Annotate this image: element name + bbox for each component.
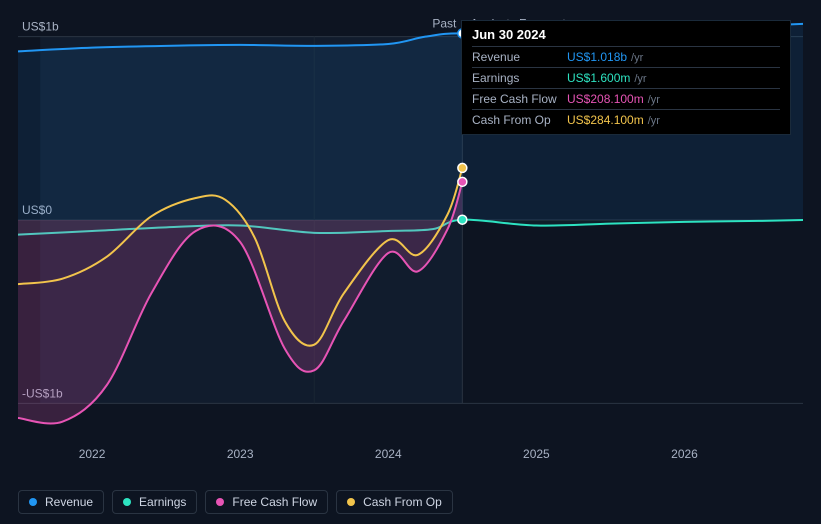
- tooltip-metric-unit: /yr: [631, 52, 643, 64]
- svg-text:US$1b: US$1b: [22, 20, 59, 34]
- legend-label: Revenue: [45, 495, 93, 509]
- legend-item[interactable]: Free Cash Flow: [205, 490, 328, 514]
- legend-dot-icon: [29, 498, 37, 506]
- chart-tooltip: Jun 30 2024 RevenueUS$1.018b/yrEarningsU…: [461, 20, 791, 135]
- tooltip-metric-unit: /yr: [648, 115, 660, 127]
- legend-item[interactable]: Revenue: [18, 490, 104, 514]
- chart-legend: Revenue Earnings Free Cash Flow Cash From O…: [18, 490, 453, 514]
- tooltip-metric-unit: /yr: [648, 94, 660, 106]
- legend-dot-icon: [347, 498, 355, 506]
- tooltip-metric-value: US$208.100m: [567, 92, 644, 106]
- svg-text:2023: 2023: [227, 447, 254, 461]
- tooltip-row: EarningsUS$1.600m/yr: [472, 67, 780, 88]
- tooltip-metric-value: US$1.600m: [567, 71, 630, 85]
- svg-text:2025: 2025: [523, 447, 550, 461]
- svg-text:2024: 2024: [375, 447, 402, 461]
- svg-text:2022: 2022: [79, 447, 106, 461]
- legend-label: Cash From Op: [363, 495, 442, 509]
- legend-dot-icon: [123, 498, 131, 506]
- tooltip-metric-unit: /yr: [634, 73, 646, 85]
- tooltip-metric-label: Earnings: [472, 71, 567, 85]
- svg-text:2026: 2026: [671, 447, 698, 461]
- svg-text:Past: Past: [432, 16, 457, 30]
- tooltip-row: Free Cash FlowUS$208.100m/yr: [472, 88, 780, 109]
- tooltip-row: RevenueUS$1.018b/yr: [472, 46, 780, 67]
- tooltip-row: Cash From OpUS$284.100m/yr: [472, 109, 780, 130]
- tooltip-metric-value: US$284.100m: [567, 113, 644, 127]
- legend-item[interactable]: Cash From Op: [336, 490, 453, 514]
- legend-item[interactable]: Earnings: [112, 490, 197, 514]
- legend-label: Earnings: [139, 495, 186, 509]
- tooltip-metric-label: Revenue: [472, 50, 567, 64]
- tooltip-metric-label: Cash From Op: [472, 113, 567, 127]
- tooltip-metric-label: Free Cash Flow: [472, 92, 567, 106]
- legend-dot-icon: [216, 498, 224, 506]
- tooltip-date: Jun 30 2024: [472, 27, 780, 46]
- legend-label: Free Cash Flow: [232, 495, 317, 509]
- tooltip-metric-value: US$1.018b: [567, 50, 627, 64]
